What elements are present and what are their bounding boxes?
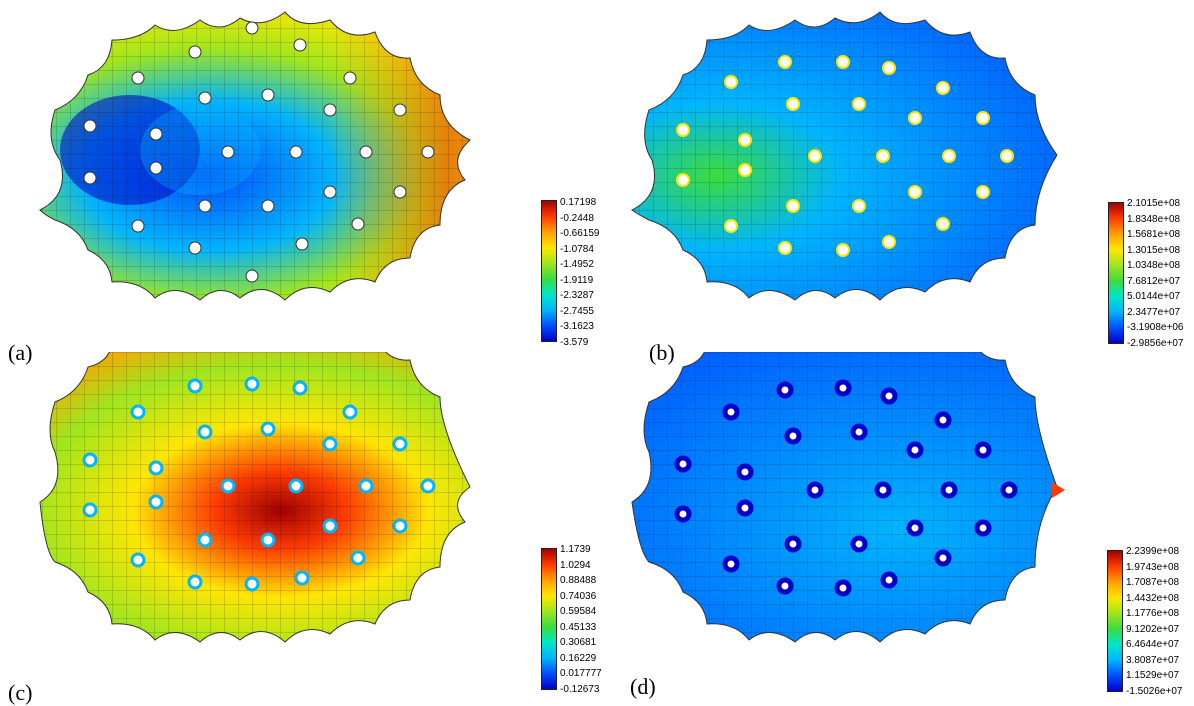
colorbar-tick: 7.6812e+07 xyxy=(1127,275,1181,287)
colorbar-tick: 6.4644e+07 xyxy=(1126,639,1180,650)
colorbar-tick: 2.2399e+08 xyxy=(1126,546,1180,557)
contour-plot-a xyxy=(39,11,471,301)
colorbar-tick: 0.88488 xyxy=(560,575,597,586)
colorbar-tick: -2.3287 xyxy=(560,290,594,301)
colorbar-tick: 1.7087e+08 xyxy=(1126,577,1180,588)
colorbar-b xyxy=(1108,202,1124,344)
colorbar-labels-a: 0.17198 -0.2448 -0.66159 -1.0784 -1.4952… xyxy=(560,198,600,348)
colorbar-tick: -1.9119 xyxy=(560,274,594,286)
panel-d: (d) 2.2399e+08 1.9743e+08 1.7087e+08 1.4… xyxy=(597,352,1194,704)
colorbar-tick: -3.1908e+06 xyxy=(1127,322,1184,333)
colorbar-tick: -3.1623 xyxy=(560,321,594,332)
colorbar-a xyxy=(541,200,557,342)
colorbar-tick: 9.1202e+07 xyxy=(1126,623,1180,635)
contour-plot-c xyxy=(39,352,471,643)
colorbar-tick: 0.16229 xyxy=(560,652,597,664)
colorbar-tick: 1.1529e+07 xyxy=(1126,670,1180,681)
colorbar-tick: 0.17198 xyxy=(560,197,597,208)
colorbar-tick: 0.30681 xyxy=(560,637,597,648)
panel-label-c: (c) xyxy=(8,680,33,705)
colorbar-tick: 2.1015e+08 xyxy=(1127,198,1181,209)
colorbar-tick: -0.66159 xyxy=(560,228,600,239)
panel-label-d: (d) xyxy=(630,674,656,699)
colorbar-c xyxy=(541,548,557,690)
colorbar-tick: 0.45133 xyxy=(560,621,597,633)
colorbar-labels-b: 2.1015e+08 1.8348e+08 1.5681e+08 1.3015e… xyxy=(1127,199,1193,349)
colorbar-tick: -1.5026e+07 xyxy=(1126,685,1183,697)
colorbar-tick: -0.2448 xyxy=(560,212,594,224)
colorbar-d xyxy=(1107,550,1123,692)
colorbar-tick: 0.74036 xyxy=(560,590,597,602)
colorbar-tick: 0.59584 xyxy=(560,606,597,617)
colorbar-tick: 1.4432e+08 xyxy=(1126,592,1180,604)
panel-label-a: (a) xyxy=(8,340,33,365)
colorbar-tick: 5.0144e+07 xyxy=(1127,291,1181,302)
colorbar-labels-c: 1.1739 1.0294 0.88488 0.74036 0.59584 0.… xyxy=(560,544,602,695)
colorbar-tick: 1.8348e+08 xyxy=(1127,213,1181,225)
panel-b: (b) 2.1015e+08 1.8348e+08 1.5681e+08 1.3… xyxy=(597,0,1194,365)
panel-c: (c) 1.1739 1.0294 0.88488 0.74036 0.5958… xyxy=(0,352,602,705)
contour-plot-b xyxy=(631,11,1058,301)
colorbar-tick: -2.7455 xyxy=(560,305,594,317)
colorbar-tick: 2.3477e+07 xyxy=(1127,306,1181,318)
colorbar-tick: 1.9743e+08 xyxy=(1126,561,1180,573)
contour-plot-d xyxy=(631,352,1065,643)
colorbar-tick: 0.017777 xyxy=(560,668,602,679)
panel-a: (a) 0.17198 -0.2448 -0.66159 -1.0784 -1.… xyxy=(0,0,600,365)
colorbar-tick: 1.1739 xyxy=(560,544,591,555)
colorbar-tick: 1.5681e+08 xyxy=(1127,229,1181,240)
colorbar-tick: 1.0348e+08 xyxy=(1127,260,1181,271)
colorbar-tick: -1.4952 xyxy=(560,259,594,270)
colorbar-tick: -1.0784 xyxy=(560,243,594,255)
colorbar-tick: -2.9856e+07 xyxy=(1127,337,1184,349)
colorbar-labels-d: 2.2399e+08 1.9743e+08 1.7087e+08 1.4432e… xyxy=(1126,547,1192,697)
colorbar-tick: 1.1776e+08 xyxy=(1126,608,1180,619)
colorbar-tick: 3.8087e+07 xyxy=(1126,654,1180,666)
colorbar-tick: 1.0294 xyxy=(560,559,591,571)
colorbar-tick: -3.579 xyxy=(560,336,589,348)
colorbar-tick: 1.3015e+08 xyxy=(1127,244,1181,256)
colorbar-tick: -0.12673 xyxy=(560,683,600,695)
panel-label-b: (b) xyxy=(649,340,675,365)
